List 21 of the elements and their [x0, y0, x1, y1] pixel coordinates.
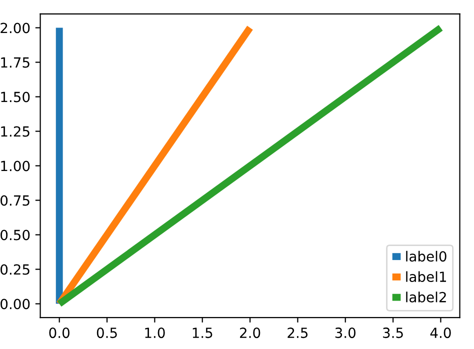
x-tick-label: 1.0: [145, 328, 165, 338]
x-tick-label: 2.0: [240, 328, 260, 338]
y-tick-label: 0.00: [0, 298, 30, 310]
x-tick-label: 0.0: [49, 328, 70, 338]
legend-label: label1: [406, 271, 446, 282]
y-tick-label: 0.50: [0, 230, 30, 240]
x-tick-label: 3.0: [335, 328, 356, 338]
x-tick-label: 2.5: [288, 328, 308, 338]
legend-label: label2: [406, 292, 446, 302]
x-tick-label: 3.5: [383, 328, 403, 338]
x-tick-label: 4.0: [430, 328, 451, 338]
y-tick-label: 1.75: [1, 57, 30, 68]
y-tick-label: 1.25: [1, 126, 30, 137]
x-tick-label: 1.5: [192, 328, 212, 338]
x-tick-label: 0.5: [96, 328, 117, 338]
legend-label: label0: [406, 250, 446, 262]
y-tick-label: 0.75: [0, 195, 30, 206]
y-tick-label: 1.00: [1, 160, 30, 172]
y-tick-label: 1.50: [1, 92, 30, 102]
y-tick-label: 2.00: [0, 22, 30, 34]
y-tick-label: 0.25: [0, 264, 30, 275]
